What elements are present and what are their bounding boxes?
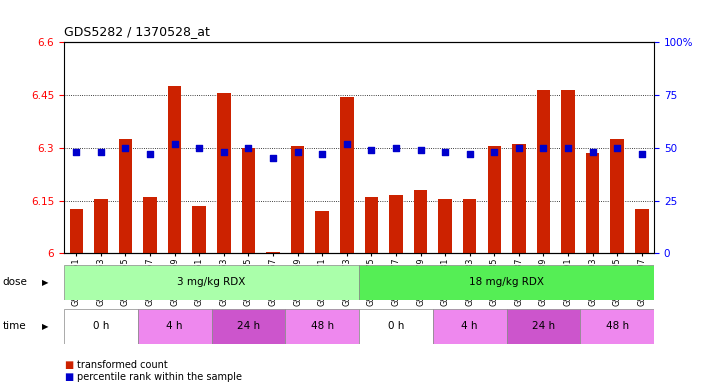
Text: 3 mg/kg RDX: 3 mg/kg RDX <box>177 277 246 287</box>
Bar <box>359 309 433 344</box>
Bar <box>537 90 550 253</box>
Point <box>464 151 476 157</box>
Point <box>119 145 131 151</box>
Text: 48 h: 48 h <box>311 321 333 331</box>
Bar <box>611 139 624 253</box>
Bar <box>168 86 181 253</box>
Point <box>611 145 623 151</box>
Bar <box>359 265 654 300</box>
Bar <box>561 90 574 253</box>
Bar <box>580 309 654 344</box>
Bar <box>389 195 402 253</box>
Point <box>70 149 82 155</box>
Bar <box>217 93 230 253</box>
Text: GDS5282 / 1370528_at: GDS5282 / 1370528_at <box>64 25 210 38</box>
Bar <box>635 209 648 253</box>
Bar <box>586 153 599 253</box>
Bar <box>193 206 206 253</box>
Point <box>439 149 451 155</box>
Bar <box>242 148 255 253</box>
Text: 48 h: 48 h <box>606 321 629 331</box>
Point <box>538 145 549 151</box>
Point <box>562 145 574 151</box>
Bar <box>144 197 157 253</box>
Point <box>488 149 500 155</box>
Bar <box>463 199 476 253</box>
Bar <box>414 190 427 253</box>
Bar <box>138 309 212 344</box>
Text: 4 h: 4 h <box>461 321 478 331</box>
Bar <box>433 309 506 344</box>
Point <box>267 156 279 162</box>
Bar <box>291 146 304 253</box>
Text: 24 h: 24 h <box>237 321 260 331</box>
Text: 18 mg/kg RDX: 18 mg/kg RDX <box>469 277 544 287</box>
Point <box>390 145 402 151</box>
Point <box>636 151 648 157</box>
Bar <box>212 309 285 344</box>
Point <box>218 149 230 155</box>
Text: 4 h: 4 h <box>166 321 183 331</box>
Text: 0 h: 0 h <box>92 321 109 331</box>
Text: ▶: ▶ <box>41 278 48 287</box>
Bar <box>316 211 329 253</box>
Bar <box>365 197 378 253</box>
Text: time: time <box>3 321 26 331</box>
Text: percentile rank within the sample: percentile rank within the sample <box>77 372 242 382</box>
Point <box>316 151 328 157</box>
Point <box>242 145 254 151</box>
Bar <box>340 97 353 253</box>
Point <box>95 149 107 155</box>
Point <box>415 147 426 153</box>
Bar <box>285 309 359 344</box>
Bar <box>266 252 279 253</box>
Text: dose: dose <box>3 277 28 287</box>
Point <box>193 145 205 151</box>
Point <box>169 141 181 147</box>
Text: ■: ■ <box>64 372 73 382</box>
Bar <box>488 146 501 253</box>
Bar <box>119 139 132 253</box>
Point <box>365 147 377 153</box>
Point <box>292 149 304 155</box>
Bar <box>70 209 83 253</box>
Bar <box>64 309 138 344</box>
Text: 0 h: 0 h <box>387 321 404 331</box>
Point <box>513 145 525 151</box>
Point <box>587 149 599 155</box>
Bar <box>64 265 359 300</box>
Text: 24 h: 24 h <box>532 321 555 331</box>
Text: ▶: ▶ <box>41 322 48 331</box>
Text: transformed count: transformed count <box>77 360 168 370</box>
Text: ■: ■ <box>64 360 73 370</box>
Bar <box>506 309 580 344</box>
Bar <box>439 199 452 253</box>
Bar <box>94 199 107 253</box>
Bar <box>512 144 525 253</box>
Point <box>144 151 156 157</box>
Point <box>341 141 353 147</box>
